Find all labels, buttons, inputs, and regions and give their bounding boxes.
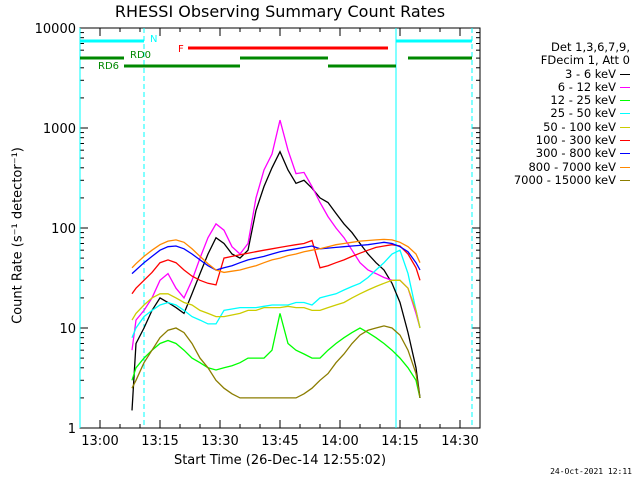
legend-swatch xyxy=(620,113,630,115)
series-line xyxy=(131,241,421,275)
n-annotation-label: N xyxy=(150,34,157,45)
y-tick-label: 10000 xyxy=(35,22,76,37)
legend-item-label: 3 - 6 keV xyxy=(565,66,616,81)
y-tick-label: 10 xyxy=(59,322,76,337)
series-line xyxy=(131,239,421,295)
y-axis-label: Count Rate (s⁻¹ detector⁻¹) xyxy=(10,147,26,324)
legend-item: 25 - 50 keV xyxy=(514,107,630,120)
legend-swatch xyxy=(620,153,630,155)
y-tick-label: 1 xyxy=(68,422,76,437)
legend-item-label: 800 - 7000 keV xyxy=(528,159,616,174)
rd6-annotation-label: RD6 xyxy=(98,61,119,72)
x-tick-label: 13:15 xyxy=(141,434,178,449)
legend-item: 100 - 300 keV xyxy=(514,133,630,148)
series-line xyxy=(131,279,421,329)
legend-item: 3 - 6 keV xyxy=(514,66,630,81)
x-axis-label: Start Time (26-Dec-14 12:55:02) xyxy=(173,453,387,468)
series-line xyxy=(131,119,421,351)
series-line xyxy=(131,238,421,274)
x-tick-label: 14:30 xyxy=(441,434,478,449)
y-tick-label: 1000 xyxy=(43,122,76,137)
legend-swatch xyxy=(620,140,630,142)
legend-header-line: FDecim 1, Att 0 xyxy=(540,53,630,68)
series-line xyxy=(131,313,421,399)
legend-swatch xyxy=(620,73,630,75)
legend-item: 800 - 7000 keV xyxy=(514,159,630,174)
x-tick-label: 13:45 xyxy=(261,434,298,449)
legend-item-label: 25 - 50 keV xyxy=(550,106,616,121)
x-tick-label: 14:15 xyxy=(381,434,418,449)
legend-item: 7000 - 15000 keV xyxy=(513,172,630,187)
series-line xyxy=(131,249,421,338)
legend-item-label: 50 - 100 keV xyxy=(543,119,616,134)
x-tick-label: 13:30 xyxy=(201,434,238,449)
series-line xyxy=(131,150,421,411)
x-tick-label: 13:00 xyxy=(81,434,118,449)
legend-item: 300 - 800 keV xyxy=(514,147,630,160)
y-tick-label: 100 xyxy=(51,222,76,237)
legend-header-line: Det 1,3,6,7,9, xyxy=(551,40,630,54)
x-tick-label: 14:00 xyxy=(321,434,358,449)
f-annotation-label: F xyxy=(178,44,184,55)
legend-item-label: 7000 - 15000 keV xyxy=(513,172,616,187)
legend-swatch xyxy=(620,166,630,168)
legend-item-label: 100 - 300 keV xyxy=(535,133,616,148)
chart-legend: Det 1,3,6,7,9, FDecim 1, Att 0 3 - 6 keV… xyxy=(513,40,630,187)
legend-item: 6 - 12 keV xyxy=(514,79,630,94)
legend-item-label: 12 - 25 keV xyxy=(550,93,616,108)
legend-item-label: 6 - 12 keV xyxy=(557,79,616,94)
plot-frame xyxy=(79,27,481,429)
series-line xyxy=(131,325,421,399)
legend-item: 50 - 100 keV xyxy=(514,119,630,134)
legend-swatch xyxy=(620,86,630,88)
legend-item-label: 300 - 800 keV xyxy=(535,146,616,161)
chart-title: RHESSI Observing Summary Count Rates xyxy=(114,2,446,21)
legend-swatch xyxy=(620,179,630,181)
datestamp: 24-Oct-2021 12:11 xyxy=(550,467,632,476)
rd0-annotation-label: RD0 xyxy=(130,50,151,61)
legend-swatch xyxy=(620,100,630,102)
legend-swatch xyxy=(620,126,630,128)
legend-item: 12 - 25 keV xyxy=(514,94,630,107)
